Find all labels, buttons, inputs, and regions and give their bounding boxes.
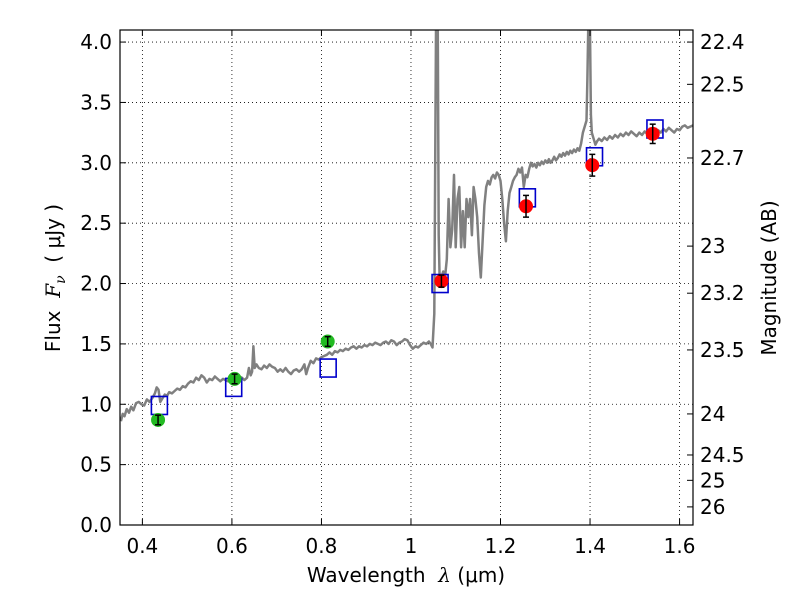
magnitude-tick-label: 22.4 [700, 30, 745, 54]
grid [120, 30, 693, 526]
plot-background [120, 30, 693, 525]
y-axis-title: Flux Fν ( μJy ) [41, 204, 69, 352]
x-tick-label: 0.8 [306, 534, 338, 558]
magnitude-tick-label: 23.5 [700, 338, 745, 362]
magnitude-tick-label: 26 [700, 495, 725, 519]
y-tick-label: 4.0 [80, 30, 112, 54]
spectrum-layer [120, 30, 693, 422]
y-tick-label: 0.5 [80, 453, 112, 477]
photometry-point-layer [151, 123, 660, 427]
y-tick-label: 1.5 [80, 332, 112, 356]
plot-frame [119, 29, 694, 526]
spectrum-line [120, 30, 693, 422]
y-tick-label: 0.0 [80, 513, 112, 537]
y-tick-label: 2.0 [80, 272, 112, 296]
x-tick-label: 1.4 [574, 534, 606, 558]
y-tick-label: 1.0 [80, 392, 112, 416]
magnitude-tick-label: 23 [700, 234, 725, 258]
x-tick-label: 0.6 [216, 534, 248, 558]
y-tick-label: 2.5 [80, 211, 112, 235]
x-tick-label: 1.2 [485, 534, 517, 558]
magnitude-tick-label: 24.5 [700, 443, 745, 467]
magnitude-tick-label: 22.7 [700, 146, 745, 170]
right-axis-title: Magnitude (AB) [757, 200, 781, 355]
model-flux-box [319, 358, 337, 378]
tick-layer: 0.4 0.6 0.8 1 1.2 1.4 1.6 0.0 0.5 1.0 1.5 2.0 2.5 3.0… [80, 30, 745, 558]
magnitude-tick-label: 22.5 [700, 72, 745, 96]
x-tick-label: 1.6 [664, 534, 696, 558]
y-tick-label: 3.0 [80, 151, 112, 175]
magnitude-tick-label: 23.2 [700, 281, 745, 305]
x-tick-label: 0.4 [126, 534, 158, 558]
magnitude-tick-label: 24 [700, 402, 725, 426]
magnitude-tick-label: 25 [700, 468, 725, 492]
x-tick-label: 1 [405, 534, 418, 558]
x-axis-title: Wavelength λ (μm) [307, 563, 505, 587]
y-tick-label: 3.5 [80, 90, 112, 114]
